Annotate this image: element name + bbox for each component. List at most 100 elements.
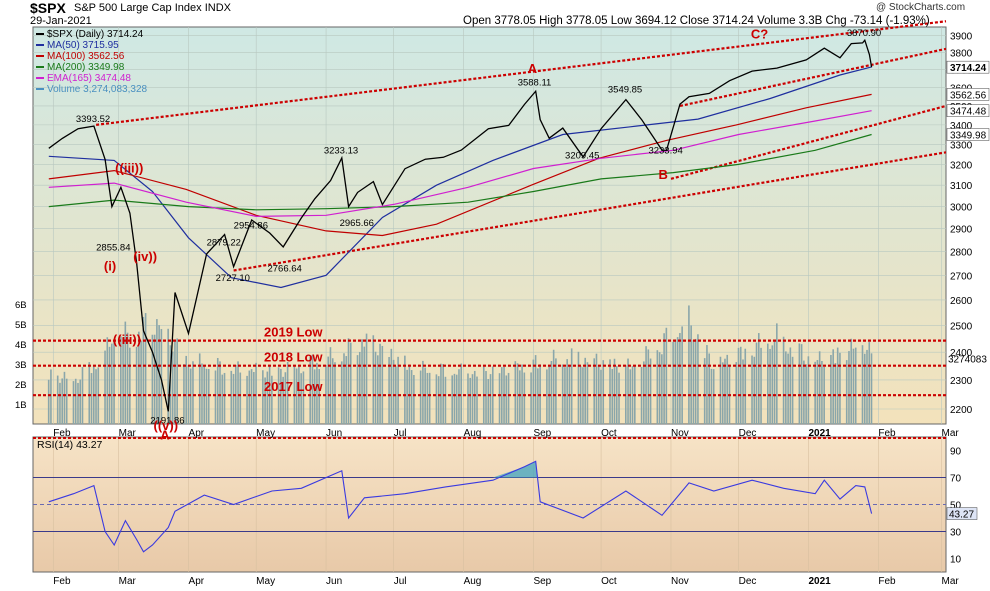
volume-bar: [142, 316, 145, 424]
y-tick-label: 2200: [950, 405, 973, 416]
price-label: 3588.11: [518, 78, 552, 89]
support-label: 2018 Low: [264, 350, 323, 365]
y-tick-label: 2700: [950, 271, 973, 282]
volume-bar: [694, 338, 697, 424]
volume-bar: [836, 347, 839, 424]
volume-bar: [656, 350, 659, 424]
x-tick-label: Oct: [601, 428, 617, 439]
volume-bar: [584, 357, 587, 424]
watermark: @ StockCharts.com: [876, 2, 966, 13]
volume-bar: [582, 367, 584, 424]
volume-bar: [111, 343, 113, 424]
volume-bar: [674, 339, 677, 424]
legend-item: MA(100) 3562.56: [36, 51, 147, 62]
price-panel-bg: [32, 26, 947, 425]
volume-bar: [602, 360, 605, 424]
volume-bar: [852, 348, 855, 424]
price-label: 2954.86: [234, 220, 268, 231]
legend-item: Volume 3,274,083,328: [36, 84, 147, 95]
volume-bar: [530, 372, 532, 424]
volume-bar: [773, 341, 776, 424]
volume-bar: [850, 338, 853, 424]
volume-bar: [476, 376, 478, 424]
support-label: 2017 Low: [264, 379, 323, 394]
moving-average-line: [48, 93, 872, 237]
volume-bar: [221, 374, 224, 424]
rsi-tick-label: 10: [950, 555, 962, 566]
volume-bar: [280, 368, 282, 424]
volume-bar: [122, 338, 124, 424]
volume-bar: [286, 361, 289, 424]
volume-bar: [645, 346, 647, 424]
volume-bar: [160, 329, 163, 424]
volume-bar: [507, 372, 510, 424]
rsi-tick-label: 70: [950, 474, 962, 485]
x-tick-label: Oct: [601, 576, 617, 587]
volume-bar: [126, 332, 129, 424]
volume-bar: [248, 370, 251, 424]
volume-bar: [505, 375, 508, 424]
x-tick-label: Mar: [119, 428, 137, 439]
volume-bar: [658, 352, 661, 424]
volume-bar: [361, 339, 363, 424]
volume-bar: [397, 356, 399, 424]
volume-bar: [595, 353, 598, 424]
y-tick-label: 3200: [950, 160, 973, 171]
volume-bar: [120, 336, 122, 424]
volume-bar: [868, 342, 871, 424]
volume-bar: [176, 338, 178, 424]
x-tick-label: Mar: [119, 576, 137, 587]
x-tick-label: Aug: [464, 576, 482, 587]
volume-bar: [151, 334, 154, 424]
x-tick-label: Mar: [941, 428, 959, 439]
trend-channel-line: [679, 47, 947, 108]
trend-channel-line: [233, 151, 947, 272]
volume-bar: [174, 339, 176, 424]
wave-label: A: [528, 61, 538, 76]
volume-bar: [453, 373, 456, 424]
volume-bar: [61, 378, 64, 424]
legend-label: MA(100) 3562.56: [47, 51, 125, 62]
x-tick-label: Nov: [671, 576, 689, 587]
wave-label: B: [658, 167, 667, 182]
legend-label: EMA(165) 3474.48: [47, 73, 131, 84]
volume-bar: [789, 347, 792, 424]
volume-bar: [219, 361, 221, 424]
x-tick-label: May: [256, 428, 275, 439]
volume-bar: [419, 370, 422, 424]
x-tick-label: Jun: [326, 576, 342, 587]
rsi-line: [48, 460, 873, 553]
volume-bar: [848, 351, 850, 424]
volume-bar: [532, 359, 535, 424]
volume-bar: [681, 326, 683, 424]
volume-bar: [216, 357, 219, 424]
volume-bar: [106, 337, 109, 424]
legend-swatch: [36, 44, 44, 47]
volume-bar: [798, 343, 801, 424]
volume-bar: [138, 331, 140, 424]
x-tick-label: 2021: [808, 576, 831, 587]
legend-swatch: [36, 33, 44, 36]
volume-bar: [627, 358, 629, 424]
volume-bar: [214, 370, 217, 424]
volume-bar: [63, 371, 66, 424]
volume-bar: [491, 366, 494, 424]
y-tick-label: 2800: [950, 248, 973, 259]
volume-bar: [755, 342, 758, 424]
volume-bar: [458, 369, 460, 424]
volume-bar: [460, 363, 463, 424]
volume-bar: [586, 362, 589, 424]
volume-bar: [309, 356, 311, 424]
x-tick-label: Sep: [533, 428, 551, 439]
volume-bar: [661, 354, 663, 424]
volume-bar: [672, 341, 674, 424]
y-tick-label: 3300: [950, 140, 973, 151]
volume-tick-label: 4B: [15, 340, 27, 351]
x-tick-label: May: [256, 576, 275, 587]
volume-bar: [207, 369, 210, 424]
volume-tick-label: 1B: [15, 400, 27, 411]
volume-bar: [198, 353, 201, 424]
volume-bar: [440, 363, 442, 424]
volume-bar: [377, 355, 379, 424]
volume-bar: [329, 347, 332, 424]
